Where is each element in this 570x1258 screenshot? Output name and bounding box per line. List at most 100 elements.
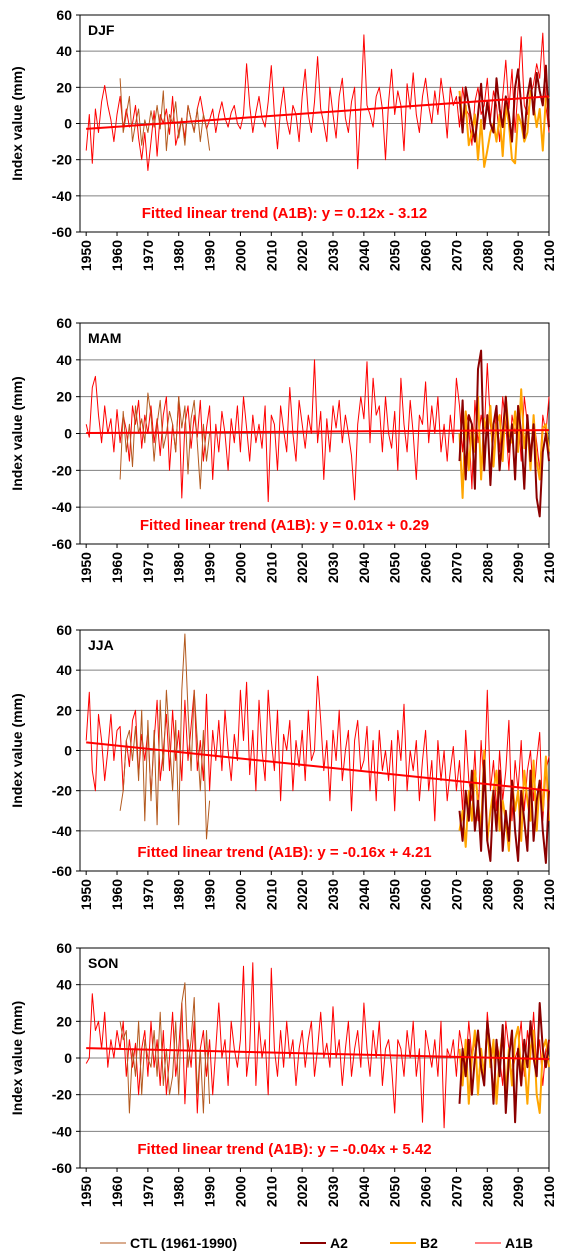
trend-line — [86, 95, 550, 130]
y-tick-label: -20 — [52, 783, 72, 799]
x-tick-label: 2060 — [418, 1176, 434, 1207]
series-line — [458, 349, 550, 518]
x-tick-label: 2050 — [387, 879, 403, 910]
x-tick-label: 1950 — [78, 552, 94, 583]
x-tick-label: 2030 — [325, 879, 341, 910]
y-tick-label: 40 — [56, 662, 72, 678]
x-tick-label: 2100 — [541, 1176, 557, 1207]
x-tick-label: 2090 — [510, 240, 526, 271]
series-line — [119, 633, 211, 840]
y-tick-label: 20 — [56, 702, 72, 718]
series-line — [119, 78, 211, 152]
x-tick-label: 1950 — [78, 879, 94, 910]
y-tick-label: 0 — [64, 426, 72, 442]
y-tick-label: -60 — [52, 1160, 72, 1176]
x-tick-label: 1970 — [140, 879, 156, 910]
series-line — [119, 982, 211, 1114]
x-tick-label: 1980 — [171, 1176, 187, 1207]
x-tick-label: 1990 — [202, 1176, 218, 1207]
x-tick-label: 2100 — [541, 879, 557, 910]
y-axis-title: Index value (mm) — [9, 693, 25, 807]
legend-item: A1B — [475, 1235, 533, 1251]
y-tick-label: -20 — [52, 1087, 72, 1103]
y-tick-label: 0 — [64, 116, 72, 132]
x-tick-label: 2060 — [418, 552, 434, 583]
panel-label: DJF — [88, 22, 115, 38]
y-tick-label: -20 — [52, 152, 72, 168]
x-tick-label: 1950 — [78, 240, 94, 271]
x-tick-label: 1960 — [109, 552, 125, 583]
x-tick-label: 1950 — [78, 1176, 94, 1207]
legend-item: B2 — [390, 1235, 438, 1251]
series-line — [458, 749, 550, 852]
series-line — [458, 388, 550, 499]
x-tick-label: 2080 — [479, 879, 495, 910]
y-tick-label: -60 — [52, 224, 72, 240]
y-tick-label: 40 — [56, 977, 72, 993]
legend-item: A2 — [300, 1235, 348, 1251]
y-tick-label: 40 — [56, 43, 72, 59]
x-tick-label: 1970 — [140, 552, 156, 583]
x-tick-label: 2020 — [294, 240, 310, 271]
x-tick-label: 1960 — [109, 879, 125, 910]
trend-line — [86, 429, 550, 434]
legend-label: CTL (1961-1990) — [130, 1235, 237, 1251]
y-axis-title: Index value (mm) — [9, 1001, 25, 1115]
x-tick-label: 2030 — [325, 552, 341, 583]
x-tick-label: 2100 — [541, 552, 557, 583]
x-tick-label: 2090 — [510, 1176, 526, 1207]
trend-annotation: Fitted linear trend (A1B): y = -0.04x + … — [137, 1141, 431, 1158]
panel-label: MAM — [88, 330, 121, 346]
plot-frame — [79, 322, 550, 545]
x-tick-label: 1990 — [202, 879, 218, 910]
y-tick-label: 20 — [56, 79, 72, 95]
y-axis-title: Index value (mm) — [9, 66, 25, 180]
y-tick-label: -40 — [52, 1123, 72, 1139]
plot-frame — [79, 629, 550, 872]
y-tick-label: -60 — [52, 536, 72, 552]
x-tick-label: 2080 — [479, 1176, 495, 1207]
x-tick-label: 1960 — [109, 1176, 125, 1207]
y-tick-label: -20 — [52, 462, 72, 478]
legend-label: A2 — [330, 1235, 348, 1251]
series-line — [458, 64, 550, 143]
x-tick-label: 2040 — [356, 1176, 372, 1207]
x-tick-label: 2020 — [294, 1176, 310, 1207]
x-tick-label: 2030 — [325, 1176, 341, 1207]
y-tick-label: 0 — [64, 743, 72, 759]
x-tick-label: 2010 — [263, 879, 279, 910]
x-tick-label: 2040 — [356, 240, 372, 271]
x-tick-label: 2010 — [263, 240, 279, 271]
y-tick-label: 60 — [56, 622, 72, 638]
x-tick-label: 1970 — [140, 240, 156, 271]
x-tick-label: 2010 — [263, 552, 279, 583]
x-tick-label: 2060 — [418, 240, 434, 271]
trend-line — [86, 741, 550, 792]
x-tick-label: 2080 — [479, 552, 495, 583]
x-tick-label: 2080 — [479, 240, 495, 271]
x-tick-label: 2090 — [510, 552, 526, 583]
x-tick-label: 2040 — [356, 879, 372, 910]
y-tick-label: 60 — [56, 7, 72, 23]
x-tick-label: 2100 — [541, 240, 557, 271]
x-tick-label: 2000 — [232, 879, 248, 910]
x-tick-label: 2050 — [387, 552, 403, 583]
y-tick-label: 60 — [56, 940, 72, 956]
x-tick-label: 2040 — [356, 552, 372, 583]
y-tick-label: -40 — [52, 188, 72, 204]
x-tick-label: 1980 — [171, 240, 187, 271]
x-tick-label: 1990 — [202, 240, 218, 271]
x-tick-label: 1980 — [171, 552, 187, 583]
x-tick-label: 2020 — [294, 552, 310, 583]
legend-label: B2 — [420, 1235, 438, 1251]
x-tick-label: 2070 — [448, 552, 464, 583]
y-axis-title: Index value (mm) — [9, 376, 25, 490]
panel-label: JJA — [88, 637, 114, 653]
x-tick-label: 1960 — [109, 240, 125, 271]
x-tick-label: 1980 — [171, 879, 187, 910]
x-tick-label: 2070 — [448, 1176, 464, 1207]
x-tick-label: 1990 — [202, 552, 218, 583]
x-tick-label: 2020 — [294, 879, 310, 910]
series-line — [458, 1002, 550, 1124]
